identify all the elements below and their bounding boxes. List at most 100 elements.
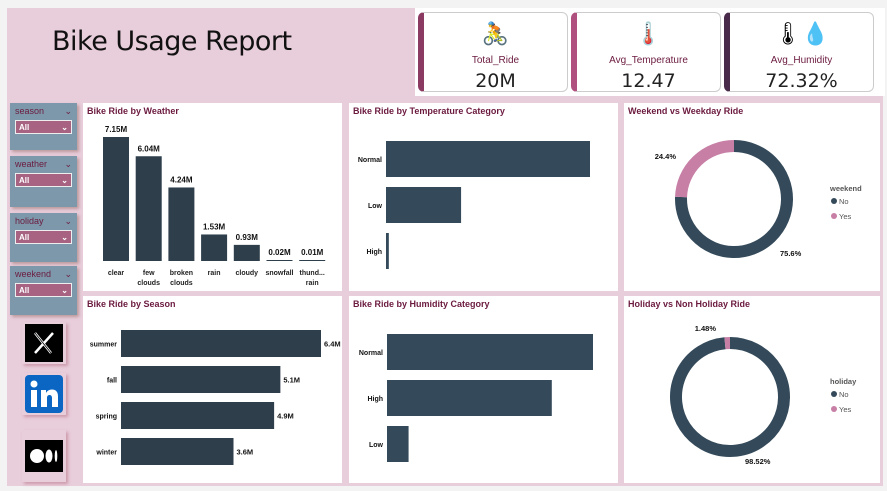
bar-spring [121,402,275,429]
slicer-label: holiday [15,216,44,226]
bike-riders-icon: 🚴 [481,21,510,46]
bar-broken-clouds [168,187,195,261]
medium-logo-icon [25,440,63,472]
data-label: 3.6M [237,448,254,457]
category-label: thund... [300,270,325,277]
dropdown-value: All [19,233,30,242]
category-label: High [366,249,382,256]
kpi-value: 12.47 [621,70,676,92]
weather-dropdown[interactable]: All ⌄ [15,173,72,187]
bar-clear [103,137,129,261]
dropdown-value: All [19,286,30,295]
legend-title: weekend [829,184,862,193]
chart-title: Holiday vs Non Holiday Ride [628,299,751,309]
humidity-chart-panel: Bike Ride by Humidity Category Normal Hig… [349,296,618,483]
x-link[interactable] [22,322,66,364]
bar-High [386,233,389,269]
holiday-donut-chart: 98.52% 1.48% holiday No Yes [670,324,857,466]
temperature-chart-panel: Bike Ride by Temperature Category Normal… [349,103,618,291]
holiday-dropdown[interactable]: All ⌄ [15,230,72,244]
legend-item-no: No [839,197,849,206]
legend-item-no: No [839,390,849,399]
data-label: 5.1M [283,376,300,385]
legend-item-yes: Yes [839,212,851,221]
linkedin-logo-icon [25,375,63,413]
slicer-label: season [15,106,45,116]
chevron-down-icon[interactable]: ⌄ [64,106,72,116]
chevron-down-icon[interactable]: ⌄ [64,216,72,226]
category-label: rain [208,270,221,277]
season-dropdown[interactable]: All ⌄ [15,120,72,134]
data-label: 75.6% [780,249,802,258]
temperature-bar-chart: Normal Low High [358,141,590,269]
dropdown-value: All [19,176,30,185]
slicer-label: weather [15,159,48,169]
chart-title: Weekend vs Weekday Ride [628,106,744,116]
category-label: summer [90,342,118,349]
category-label: winter [95,450,117,457]
season-bar-chart: summer 6.4M fall 5.1M spring 4.9M winter 3.6M [90,330,341,465]
data-label: 98.52% [745,457,771,466]
bar-Normal [386,141,590,177]
slicer-weekend: weekend ⌄ All ⌄ [10,266,77,315]
legend-marker-no [831,198,837,204]
data-label: 0.01M [301,248,324,257]
bar-summer [121,330,321,357]
bar-fall [121,366,281,393]
chart-title: Bike Ride by Temperature Category [353,106,505,116]
bar-rain [201,234,228,261]
donut-slice-no [675,140,793,258]
medium-link[interactable] [22,430,66,482]
data-label: 0.93M [236,233,259,242]
category-label: Normal [358,157,382,164]
data-label: 1.53M [203,222,226,231]
data-label: 0.02M [268,248,291,257]
category-label: fall [107,378,117,385]
chevron-down-icon: ⌄ [61,233,68,242]
category-label: rain [306,280,319,287]
kpi-total-ride: 🚴 Total_Ride 20M [418,12,568,92]
chevron-down-icon: ⌄ [61,123,68,132]
legend-title: holiday [830,377,857,386]
kpi-label: Avg_Humidity [770,55,833,66]
data-label: 24.4% [655,152,677,161]
bar-High [387,380,552,416]
data-label: 4.9M [277,412,294,421]
x-logo-icon [25,324,63,362]
kpi-avg-temperature: 🌡️ Avg_Temperature 12.47 [571,12,721,92]
chevron-down-icon: ⌄ [61,286,68,295]
kpi-value: 20M [475,70,516,92]
donut-slice-no [670,337,790,457]
bar-snowfall [266,260,293,261]
dropdown-value: All [19,123,30,132]
kpi-label: Total_Ride [471,55,520,66]
category-label: Normal [359,350,383,357]
weekend-dropdown[interactable]: All ⌄ [15,283,72,297]
bar-Low [387,426,409,462]
data-label: 7.15M [105,125,128,134]
bar-Normal [387,334,593,370]
slicer-holiday: holiday ⌄ All ⌄ [10,213,77,262]
legend-marker-no [831,391,837,397]
data-label: 6.04M [138,144,161,153]
page-title: Bike Usage Report [52,26,292,57]
category-label: clouds [170,280,193,287]
category-label: cloudy [236,270,259,277]
legend-marker-yes [831,406,837,412]
bar-Low [386,187,462,223]
donut-slice-yes [675,140,735,198]
data-label: 1.48% [695,324,717,333]
kpi-avg-humidity: 🌡💧 Avg_Humidity 72.32% [724,12,874,92]
legend-marker-yes [831,213,837,219]
category-label: spring [96,414,117,421]
weather-chart-panel: Bike Ride by Weather 7.15M clear 6.04M few c… [83,103,342,291]
chevron-down-icon: ⌄ [61,176,68,185]
holiday-chart-panel: Holiday vs Non Holiday Ride 98.52% 1.48% h… [624,296,880,483]
category-label: few [143,270,155,277]
weekend-donut-chart: 75.6% 24.4% weekend No Yes [655,140,862,258]
chevron-down-icon[interactable]: ⌄ [64,159,72,169]
season-chart-panel: Bike Ride by Season summer 6.4M fall 5.1M sp… [83,296,342,483]
category-label: clear [108,270,125,277]
chevron-down-icon[interactable]: ⌄ [64,269,72,279]
linkedin-link[interactable] [22,373,66,415]
